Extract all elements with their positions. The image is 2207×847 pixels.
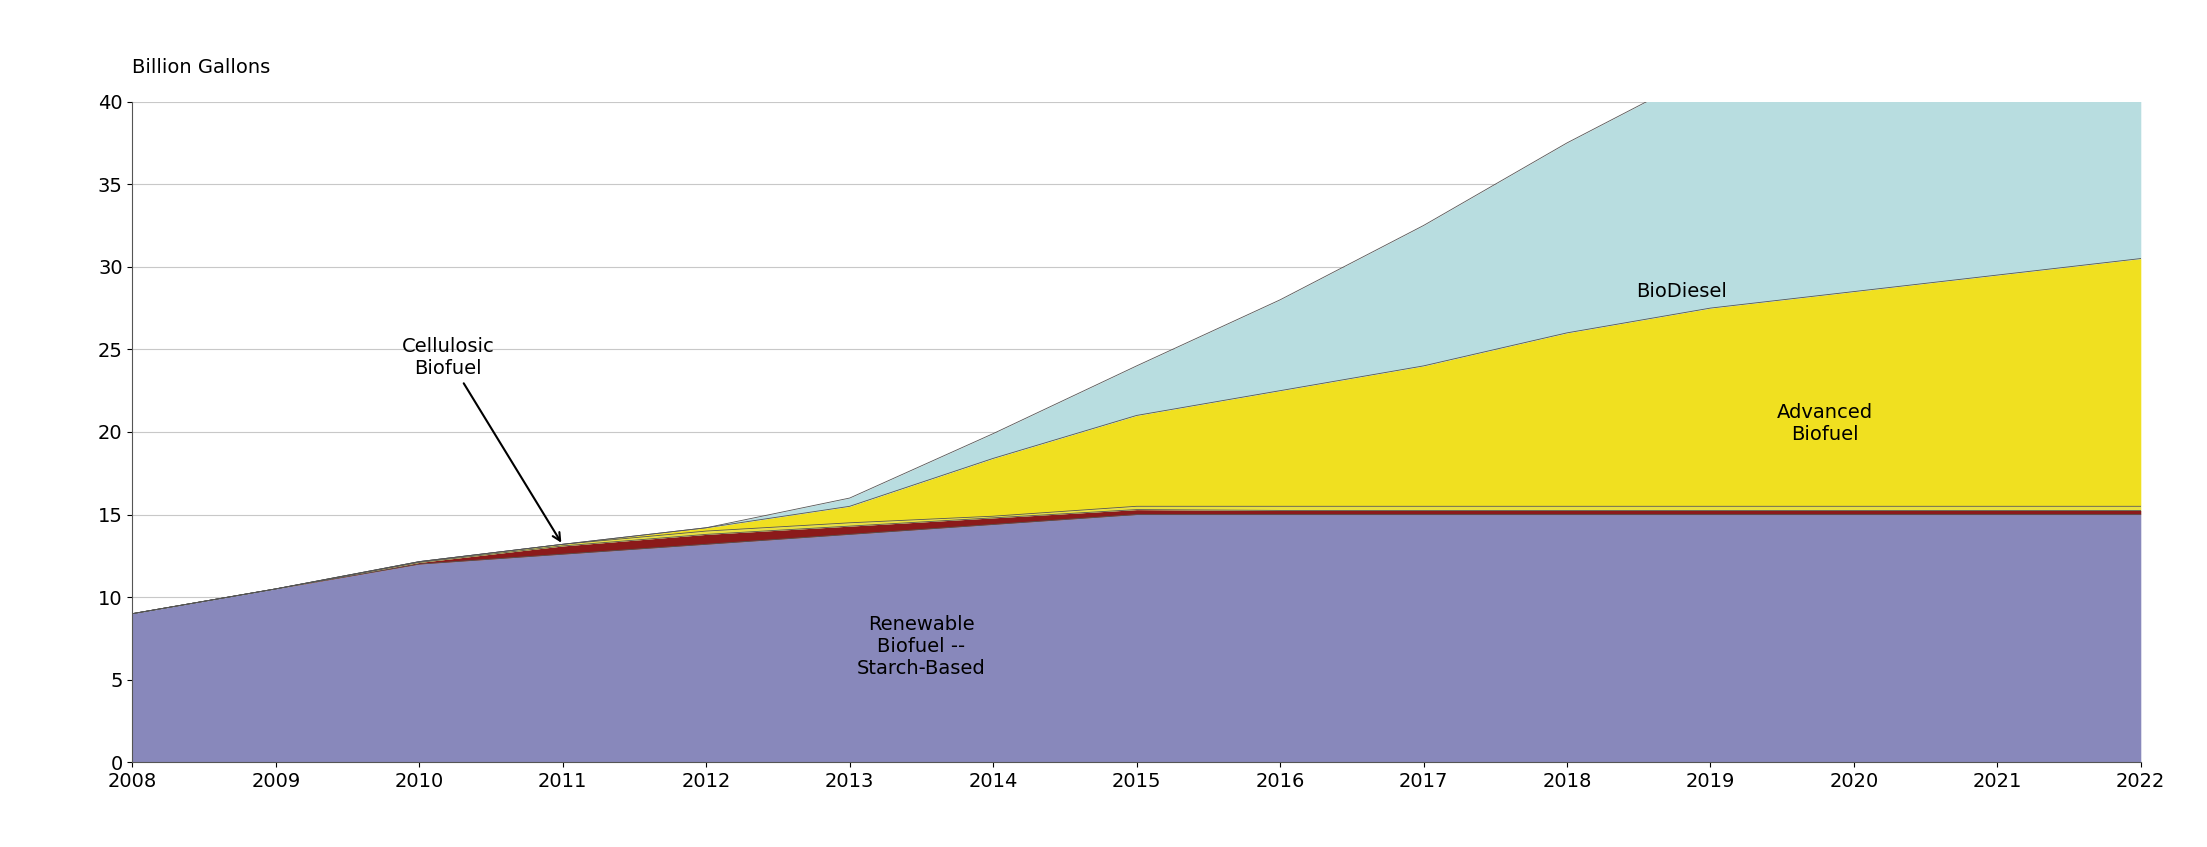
Text: Renewable
Biofuel --
Starch-Based: Renewable Biofuel -- Starch-Based	[856, 615, 987, 678]
Text: Cellulosic
Biofuel: Cellulosic Biofuel	[402, 337, 561, 540]
Text: Billion Gallons: Billion Gallons	[132, 58, 271, 77]
Text: BioDiesel: BioDiesel	[1635, 282, 1728, 301]
Text: Advanced
Biofuel: Advanced Biofuel	[1777, 403, 1874, 444]
